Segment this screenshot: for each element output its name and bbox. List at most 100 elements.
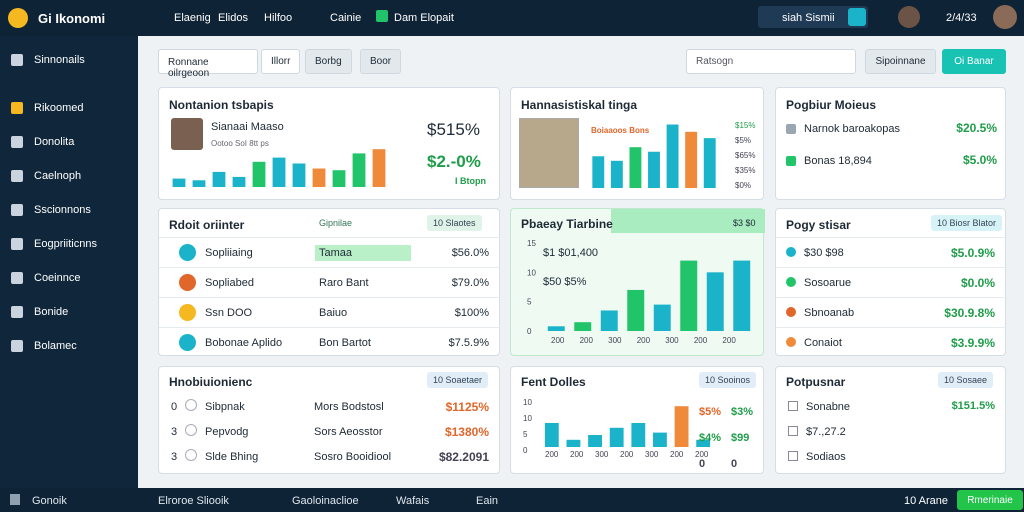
person-sub: Ootoo SoI 8tt ps bbox=[211, 139, 269, 148]
row-icon bbox=[185, 449, 197, 461]
row-name: Sibpnak bbox=[205, 401, 245, 413]
mini-chart bbox=[592, 124, 716, 188]
sidebar-item[interactable]: Sscionnons bbox=[34, 204, 91, 216]
sidebar-item[interactable]: Coeinnce bbox=[34, 272, 81, 284]
row-value: $100% bbox=[454, 307, 489, 319]
bar bbox=[312, 168, 326, 187]
tag: Gipnilae bbox=[319, 218, 353, 228]
user-label: 2/4/33 bbox=[946, 12, 977, 24]
row-icon bbox=[786, 277, 796, 287]
bar bbox=[680, 260, 698, 331]
bar bbox=[544, 423, 559, 447]
sidebar-item[interactable]: Caelnoph bbox=[34, 170, 82, 182]
row-icon bbox=[786, 247, 796, 257]
nav-item[interactable]: Elidos bbox=[218, 12, 248, 24]
nav-item[interactable]: Cainie bbox=[330, 12, 362, 24]
secondary-button[interactable]: Sipoinnane bbox=[865, 49, 936, 74]
bar bbox=[733, 260, 751, 331]
bar bbox=[696, 439, 711, 447]
chart-value: $5% bbox=[699, 406, 722, 418]
filter-button[interactable]: Ronnane oilrgeoon bbox=[158, 49, 258, 79]
card: Hnobiuionienc 10 Soaetaer 0 Sibpnak Mors B… bbox=[158, 366, 500, 474]
stat-value: $515% bbox=[427, 120, 480, 139]
card-title: Fent Dolles bbox=[521, 375, 586, 389]
footer-button[interactable]: Rmerinaie bbox=[957, 490, 1023, 510]
bar bbox=[332, 170, 346, 187]
footer: Gonoik Elroroe Sliooik Gaoloinaclioe Waf… bbox=[0, 488, 1024, 512]
row-label: Sodiaos bbox=[806, 451, 846, 463]
row-desc: Mors Bodstosl bbox=[314, 401, 384, 413]
bar bbox=[292, 163, 306, 187]
filter-button[interactable]: Illorr bbox=[261, 49, 301, 74]
search-box[interactable]: siah Sismii bbox=[758, 6, 868, 28]
x-tick-label: 200 bbox=[570, 450, 584, 459]
bar bbox=[610, 160, 623, 188]
badge: 10 Biosr Blator bbox=[931, 215, 1003, 231]
card-title: Rdoit oriinter bbox=[169, 218, 245, 232]
sidebar-item[interactable]: Rikoomed bbox=[34, 102, 84, 114]
chart-label: $35% bbox=[735, 166, 756, 175]
x-tick-label: 200 bbox=[670, 450, 684, 459]
footer-item[interactable]: Gaoloinaclioe bbox=[292, 495, 359, 507]
x-tick-label: 200 bbox=[545, 450, 559, 459]
dropdown[interactable]: Boor bbox=[360, 49, 402, 74]
chart-label: $5% bbox=[735, 136, 752, 145]
bar bbox=[629, 147, 642, 188]
sidebar-item[interactable]: Eogpriiticnns bbox=[34, 238, 97, 250]
row-status: Tamaa bbox=[315, 245, 411, 261]
sidebar-item[interactable]: Donolita bbox=[34, 136, 75, 148]
card-title: Pogy stisar bbox=[786, 218, 851, 232]
avatar[interactable] bbox=[898, 6, 920, 28]
search-input[interactable]: Ratsogn bbox=[686, 49, 856, 74]
row-icon bbox=[788, 451, 798, 461]
row-value: $7.5.9% bbox=[448, 337, 489, 349]
y-tick-label: 10 bbox=[527, 268, 536, 277]
x-tick-label: 200 bbox=[637, 336, 651, 345]
primary-button[interactable]: Oi Banar bbox=[942, 49, 1006, 74]
bar bbox=[666, 124, 679, 188]
row-line bbox=[776, 327, 1007, 328]
card-title: Hnobiuionienc bbox=[169, 375, 253, 389]
bar bbox=[212, 171, 226, 187]
list-value: $20.5% bbox=[956, 121, 997, 135]
badge: 10 Slaotes bbox=[427, 215, 482, 231]
card-title: Potpusnar bbox=[786, 375, 846, 389]
nav-item[interactable]: Hilfoo bbox=[264, 12, 293, 24]
dropdown[interactable]: Borbg bbox=[305, 49, 352, 74]
bar-chart: 0 5 10 15 200 200 300 200 300 200 200 bbox=[527, 239, 751, 345]
row-value: $1380% bbox=[444, 425, 489, 439]
mini-chart bbox=[172, 149, 386, 187]
footer-item[interactable]: Eain bbox=[476, 495, 499, 507]
row-label: Sbnoanab bbox=[804, 307, 855, 319]
card: Rdoit oriinter Gipnilae 10 Slaotes Sopli… bbox=[158, 208, 501, 356]
bar bbox=[653, 304, 671, 331]
badge: 10 Sosaee bbox=[938, 372, 994, 388]
avatar[interactable] bbox=[993, 5, 1017, 29]
nav-item[interactable]: Dam Elopait bbox=[394, 12, 454, 24]
list-value: $5.0% bbox=[962, 153, 997, 167]
row-icon bbox=[179, 244, 196, 261]
list-icon bbox=[786, 156, 796, 166]
chart-label: $65% bbox=[735, 151, 756, 160]
row-line bbox=[776, 237, 1007, 238]
footer-item[interactable]: Wafais bbox=[396, 495, 430, 507]
sidebar-item[interactable]: Bolamec bbox=[34, 340, 77, 352]
footer-item[interactable]: Elroroe Sliooik bbox=[158, 495, 229, 507]
nav-item[interactable]: Elaenig bbox=[174, 12, 211, 24]
sidebar-item[interactable]: Sinnonails bbox=[34, 54, 85, 66]
bar-chart: 10 10 5 0 200 200 300 200 300 200 200 bbox=[523, 398, 711, 459]
sidebar-icon bbox=[11, 238, 23, 250]
chart-value: 0 bbox=[731, 458, 738, 470]
x-tick-label: 200 bbox=[722, 336, 736, 345]
sidebar-icon bbox=[11, 54, 23, 66]
row-icon bbox=[179, 304, 196, 321]
logo: Gi Ikonomi bbox=[38, 11, 106, 26]
search-button[interactable] bbox=[848, 8, 866, 26]
bar bbox=[631, 423, 646, 447]
badge: 10 Sooinos bbox=[699, 372, 757, 388]
bar bbox=[566, 439, 581, 447]
bar bbox=[627, 289, 645, 331]
y-tick-label: 0 bbox=[523, 446, 528, 455]
sidebar-item[interactable]: Bonide bbox=[34, 306, 69, 318]
